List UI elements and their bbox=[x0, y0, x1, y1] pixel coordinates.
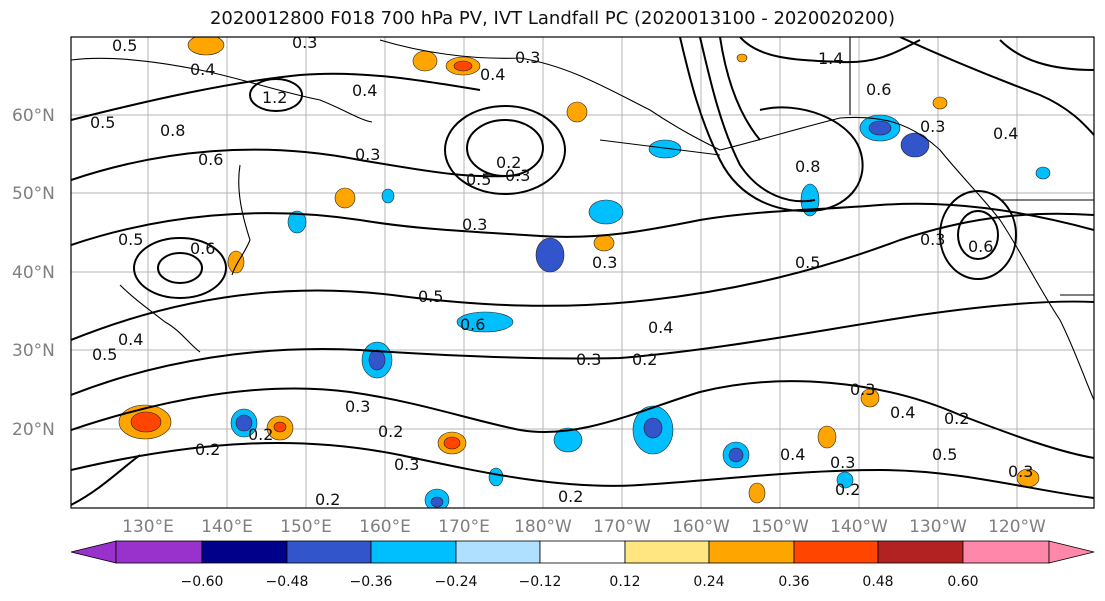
colorbar-segment bbox=[370, 540, 457, 564]
colorbar-segment bbox=[793, 540, 879, 564]
lat-label: 40°N bbox=[12, 263, 55, 283]
svg-text:1.4: 1.4 bbox=[818, 49, 843, 68]
svg-text:0.4: 0.4 bbox=[190, 60, 215, 79]
lon-label: 130°E bbox=[122, 517, 174, 537]
svg-text:0.3: 0.3 bbox=[592, 253, 617, 272]
colorbar-tick-label: −0.36 bbox=[350, 574, 393, 590]
map-title: 2020012800 F018 700 hPa PV, IVT Landfall… bbox=[209, 8, 896, 29]
svg-text:0.2: 0.2 bbox=[835, 480, 860, 499]
lon-label: 170°E bbox=[438, 517, 490, 537]
svg-text:0.3: 0.3 bbox=[345, 397, 370, 416]
svg-text:0.3: 0.3 bbox=[576, 350, 601, 369]
svg-text:0.4: 0.4 bbox=[780, 445, 805, 464]
colorbar-segment bbox=[201, 540, 288, 564]
lat-label: 50°N bbox=[12, 184, 55, 204]
lat-label: 30°N bbox=[12, 341, 55, 361]
contour-labels: 0.5 0.4 0.3 0.4 1.2 0.8 0.6 0.5 0.3 0.4 … bbox=[90, 33, 1033, 509]
svg-text:0.6: 0.6 bbox=[460, 315, 485, 334]
svg-text:0.8: 0.8 bbox=[160, 121, 185, 140]
lon-label: 140°W bbox=[830, 517, 888, 537]
colorbar-segment bbox=[962, 540, 1050, 564]
svg-text:0.2: 0.2 bbox=[496, 153, 521, 172]
svg-text:0.3: 0.3 bbox=[920, 117, 945, 136]
longitude-labels: 130°E 140°E 150°E 160°E 170°E 180°W 170°… bbox=[122, 517, 1046, 537]
colorbar-segment bbox=[624, 540, 710, 564]
map-frame bbox=[70, 36, 1095, 509]
colorbar-tick-label: 0.36 bbox=[778, 574, 809, 590]
svg-text:0.5: 0.5 bbox=[795, 253, 820, 272]
svg-text:0.3: 0.3 bbox=[355, 145, 380, 164]
svg-text:1.2: 1.2 bbox=[262, 88, 287, 107]
colorbar-segment bbox=[708, 540, 795, 564]
svg-text:0.4: 0.4 bbox=[480, 65, 505, 84]
svg-text:0.3: 0.3 bbox=[462, 215, 487, 234]
svg-text:0.5: 0.5 bbox=[118, 230, 143, 249]
svg-text:0.4: 0.4 bbox=[352, 81, 377, 100]
colorbar-tick-label: −0.60 bbox=[181, 574, 224, 590]
colorbar bbox=[70, 540, 1095, 564]
lon-label: 120°W bbox=[988, 517, 1046, 537]
lat-label: 20°N bbox=[12, 420, 55, 440]
lon-label: 160°E bbox=[359, 517, 411, 537]
svg-text:0.6: 0.6 bbox=[968, 237, 993, 256]
colorbar-tick-label: 0.60 bbox=[947, 574, 978, 590]
colorbar-arrow-right bbox=[1048, 540, 1095, 564]
svg-text:0.4: 0.4 bbox=[993, 124, 1018, 143]
svg-text:0.4: 0.4 bbox=[118, 330, 143, 349]
svg-text:0.3: 0.3 bbox=[830, 453, 855, 472]
lat-label: 60°N bbox=[12, 106, 55, 126]
colorbar-ticks: −0.60 −0.48 −0.36 −0.24 −0.12 0.12 0.24 … bbox=[181, 574, 979, 590]
colorbar-tick-label: 0.12 bbox=[609, 574, 640, 590]
pv-contours bbox=[71, 37, 1094, 506]
colorbar-tick-label: 0.48 bbox=[862, 574, 893, 590]
svg-text:0.5: 0.5 bbox=[466, 170, 491, 189]
svg-text:0.4: 0.4 bbox=[648, 318, 673, 337]
svg-text:0.3: 0.3 bbox=[920, 230, 945, 249]
svg-text:0.2: 0.2 bbox=[558, 487, 583, 506]
colorbar-segment bbox=[877, 540, 964, 564]
svg-text:0.2: 0.2 bbox=[248, 425, 273, 444]
svg-text:0.2: 0.2 bbox=[944, 409, 969, 428]
lon-label: 170°W bbox=[593, 517, 651, 537]
svg-text:0.2: 0.2 bbox=[632, 350, 657, 369]
colorbar-tick-label: −0.12 bbox=[519, 574, 562, 590]
svg-text:0.6: 0.6 bbox=[198, 150, 223, 169]
svg-text:0.3: 0.3 bbox=[394, 455, 419, 474]
svg-text:0.5: 0.5 bbox=[932, 445, 957, 464]
svg-text:0.5: 0.5 bbox=[112, 36, 137, 55]
svg-text:0.3: 0.3 bbox=[505, 166, 530, 185]
lon-label: 180°W bbox=[514, 517, 572, 537]
lon-label: 140°E bbox=[201, 517, 253, 537]
svg-text:0.8: 0.8 bbox=[795, 157, 820, 176]
svg-text:0.3: 0.3 bbox=[292, 33, 317, 52]
colorbar-segment bbox=[539, 540, 626, 564]
colorbar-segment bbox=[455, 540, 541, 564]
lon-label: 150°W bbox=[751, 517, 809, 537]
svg-text:0.3: 0.3 bbox=[515, 48, 540, 67]
svg-text:0.3: 0.3 bbox=[1008, 462, 1033, 481]
svg-text:0.2: 0.2 bbox=[378, 422, 403, 441]
lon-label: 150°E bbox=[280, 517, 332, 537]
svg-text:0.5: 0.5 bbox=[418, 287, 443, 306]
svg-text:0.5: 0.5 bbox=[90, 113, 115, 132]
lon-label: 130°W bbox=[909, 517, 967, 537]
svg-text:0.5: 0.5 bbox=[92, 345, 117, 364]
colorbar-segment bbox=[115, 540, 203, 564]
colorbar-arrow-left bbox=[70, 540, 117, 564]
colorbar-tick-label: 0.24 bbox=[693, 574, 724, 590]
svg-text:0.2: 0.2 bbox=[315, 490, 340, 509]
latitude-labels: 60°N 50°N 40°N 30°N 20°N bbox=[12, 106, 55, 440]
colorbar-tick-label: −0.24 bbox=[435, 574, 478, 590]
svg-text:0.3: 0.3 bbox=[850, 380, 875, 399]
colorbar-tick-label: −0.48 bbox=[266, 574, 309, 590]
coastlines bbox=[71, 37, 1094, 401]
svg-text:0.6: 0.6 bbox=[866, 80, 891, 99]
svg-text:0.6: 0.6 bbox=[190, 239, 215, 258]
colorbar-segment bbox=[286, 540, 372, 564]
lon-label: 160°W bbox=[672, 517, 730, 537]
filled-anomalies bbox=[118, 37, 1051, 508]
svg-text:0.2: 0.2 bbox=[195, 440, 220, 459]
svg-text:0.4: 0.4 bbox=[890, 403, 915, 422]
